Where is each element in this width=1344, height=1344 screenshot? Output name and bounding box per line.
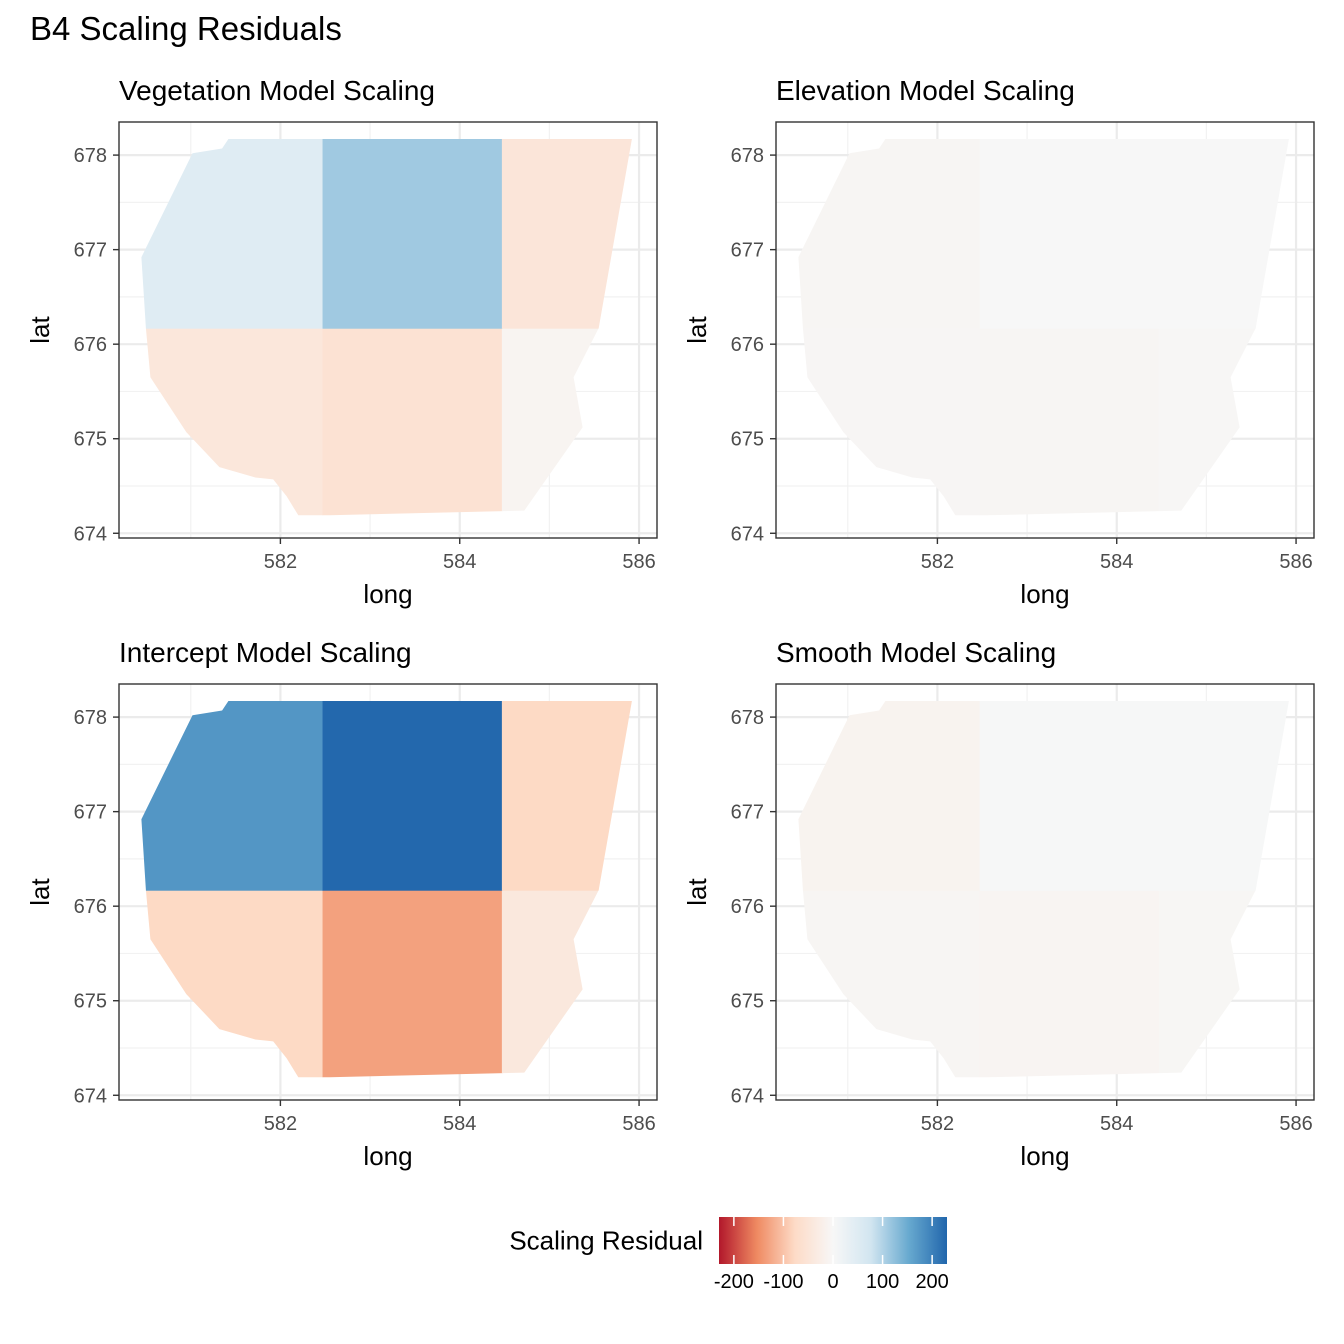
legend: Scaling Residual -200 -100 0 100 200 <box>509 1217 949 1293</box>
y-tick-label: 677 <box>74 802 107 824</box>
panel-3: Intercept Model Scaling 582 584 586 674 675 67… <box>25 637 658 1171</box>
panel-1: Vegetation Model Scaling 582 584 586 674 675 6… <box>25 75 658 609</box>
x-tick-label: 586 <box>1279 551 1312 573</box>
y-tick-label: 675 <box>74 429 107 451</box>
x-tick-label: 586 <box>622 551 655 573</box>
panel-title: Elevation Model Scaling <box>776 75 1075 106</box>
x-tick-label: 584 <box>443 551 476 573</box>
panel-border <box>775 683 1315 1101</box>
x-tick-label: 584 <box>1100 551 1133 573</box>
panel-title: Smooth Model Scaling <box>776 637 1056 668</box>
heat-tile <box>979 701 1160 891</box>
x-tick-label: 582 <box>921 1113 954 1135</box>
x-tick-label: 584 <box>443 1113 476 1135</box>
y-tick-label: 676 <box>74 334 107 356</box>
y-tick-label: 678 <box>74 707 107 729</box>
x-tick-label: 586 <box>1279 1113 1312 1135</box>
panel-title: Intercept Model Scaling <box>119 637 412 668</box>
heat-tile <box>979 890 1160 1078</box>
panel-title: Vegetation Model Scaling <box>119 75 435 106</box>
tiles <box>798 701 1289 1078</box>
panel-2: Elevation Model Scaling 582 584 586 674 675 67… <box>682 75 1315 609</box>
y-tick-label: 678 <box>731 707 764 729</box>
y-tick-label: 674 <box>74 523 107 545</box>
panel-4: Smooth Model Scaling 582 584 586 674 675 676 67… <box>682 637 1315 1171</box>
x-tick-label: 586 <box>622 1113 655 1135</box>
y-tick-label: 677 <box>74 240 107 262</box>
y-tick-label: 676 <box>731 896 764 918</box>
panel-border <box>118 121 658 539</box>
panels: Vegetation Model Scaling 582 584 586 674 675 6… <box>25 75 1315 1171</box>
y-tick-label: 674 <box>74 1085 107 1107</box>
heat-tile <box>979 328 1160 516</box>
legend-tick-label: 0 <box>827 1271 838 1293</box>
x-axis-title: long <box>1020 1141 1069 1171</box>
y-axis-title: lat <box>682 877 712 905</box>
y-tick-label: 676 <box>74 896 107 918</box>
panel-border <box>118 683 658 1101</box>
heat-tile <box>322 328 503 516</box>
legend-tick-label: 100 <box>866 1271 899 1293</box>
y-tick-label: 674 <box>731 523 764 545</box>
x-tick-label: 582 <box>264 551 297 573</box>
y-tick-label: 677 <box>731 802 764 824</box>
legend-tick-label: 200 <box>915 1271 948 1293</box>
heat-tile <box>322 139 503 329</box>
main-title: B4 Scaling Residuals <box>30 10 342 47</box>
y-axis-title: lat <box>25 877 55 905</box>
x-axis-title: long <box>363 1141 412 1171</box>
heat-tile <box>322 701 503 891</box>
legend-tick-label: -100 <box>763 1271 803 1293</box>
heat-tile <box>979 139 1160 329</box>
x-tick-label: 582 <box>921 551 954 573</box>
y-axis-title: lat <box>682 315 712 343</box>
panel-border <box>775 121 1315 539</box>
x-axis-title: long <box>363 579 412 609</box>
y-tick-label: 675 <box>731 991 764 1013</box>
legend-title: Scaling Residual <box>509 1226 703 1256</box>
legend-tick-label: -200 <box>714 1271 754 1293</box>
y-axis-title: lat <box>25 315 55 343</box>
x-tick-label: 582 <box>264 1113 297 1135</box>
y-tick-label: 678 <box>731 145 764 167</box>
y-tick-label: 675 <box>731 429 764 451</box>
x-tick-label: 584 <box>1100 1113 1133 1135</box>
y-tick-label: 677 <box>731 240 764 262</box>
y-tick-label: 678 <box>74 145 107 167</box>
y-tick-label: 675 <box>74 991 107 1013</box>
x-axis-title: long <box>1020 579 1069 609</box>
y-tick-label: 676 <box>731 334 764 356</box>
heat-tile <box>322 890 503 1078</box>
y-tick-label: 674 <box>731 1085 764 1107</box>
